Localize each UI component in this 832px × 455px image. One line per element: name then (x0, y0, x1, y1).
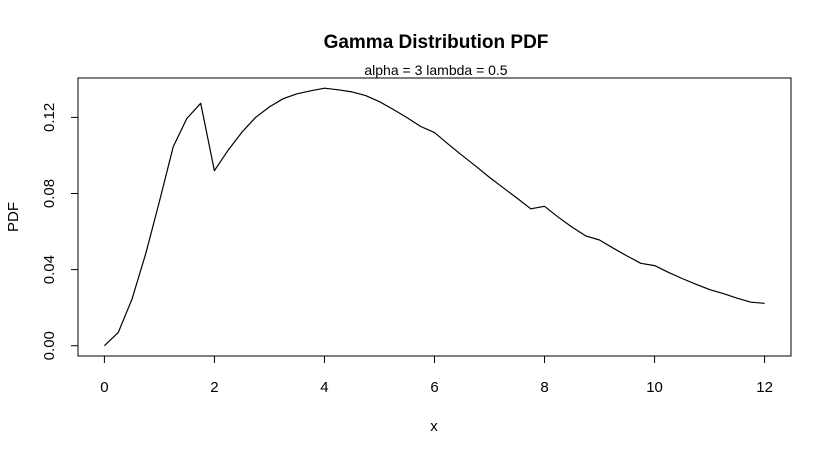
chart-title: Gamma Distribution PDF (324, 32, 549, 53)
y-axis-label: PDF (5, 202, 22, 232)
x-tick-label: 4 (320, 379, 328, 396)
y-tick-label: 0.00 (41, 331, 58, 360)
x-tick-label: 0 (100, 379, 108, 396)
x-tick-label: 6 (430, 379, 438, 396)
pdf-series-line (103, 87, 765, 347)
x-tick-label: 2 (210, 379, 218, 396)
chart-subtitle: alpha = 3 lambda = 0.5 (364, 62, 507, 78)
x-tick-label: 12 (756, 379, 773, 396)
x-axis: 0 2 4 6 8 10 12 (100, 355, 773, 396)
x-axis-label: x (430, 418, 438, 435)
x-tick-label: 8 (540, 379, 548, 396)
y-tick-label: 0.08 (41, 179, 58, 208)
y-axis: 0.00 0.04 0.08 0.12 (41, 103, 79, 360)
y-tick-label: 0.12 (41, 103, 58, 132)
series-layer (103, 87, 765, 347)
y-tick-label: 0.04 (41, 255, 58, 284)
plot-frame (77, 77, 792, 357)
x-tick-label: 10 (646, 379, 663, 396)
